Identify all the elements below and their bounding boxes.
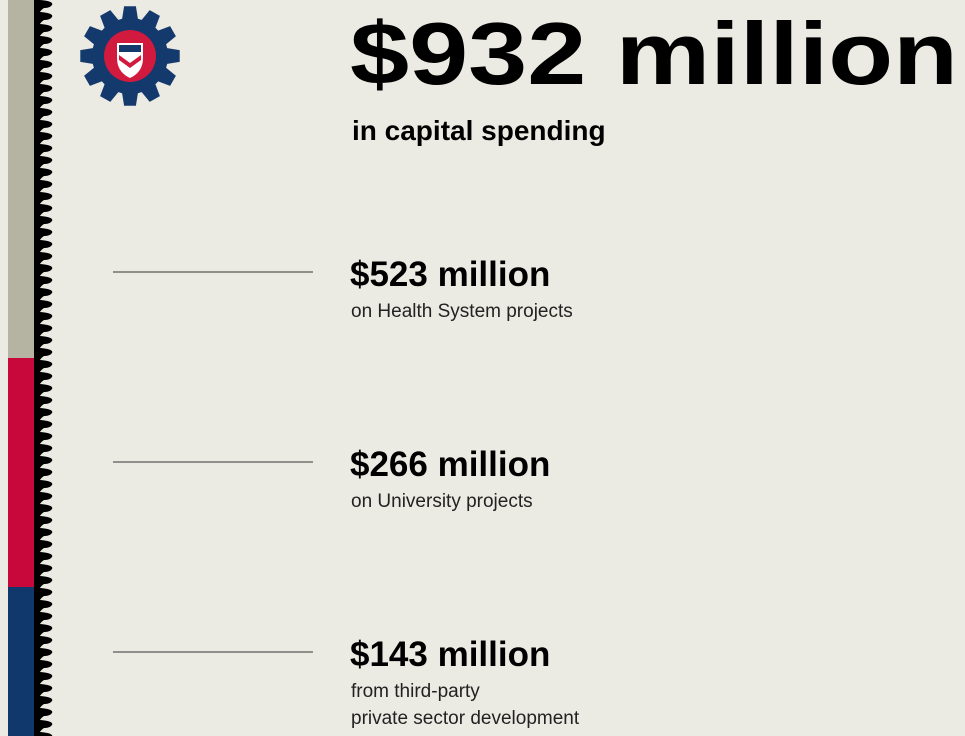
- bar-gray: [8, 0, 34, 358]
- item-amount: $143 million: [350, 635, 550, 674]
- item-caption: on Health System projects: [351, 301, 573, 322]
- bar-red: [8, 358, 34, 587]
- item-amount: $523 million: [350, 255, 550, 294]
- headline-amount: $932 million: [350, 4, 958, 103]
- shield-chief: [119, 45, 141, 52]
- item-amount: $266 million: [350, 445, 550, 484]
- gear-logo: [80, 6, 180, 106]
- headline-caption: in capital spending: [352, 115, 606, 146]
- item-caption: from third-party: [351, 681, 480, 702]
- item-caption: private sector development: [351, 708, 580, 729]
- shield-chevron: [119, 55, 141, 68]
- bar-blue: [8, 587, 34, 736]
- rack-edge: [34, 0, 53, 736]
- item-caption: on University projects: [351, 491, 533, 512]
